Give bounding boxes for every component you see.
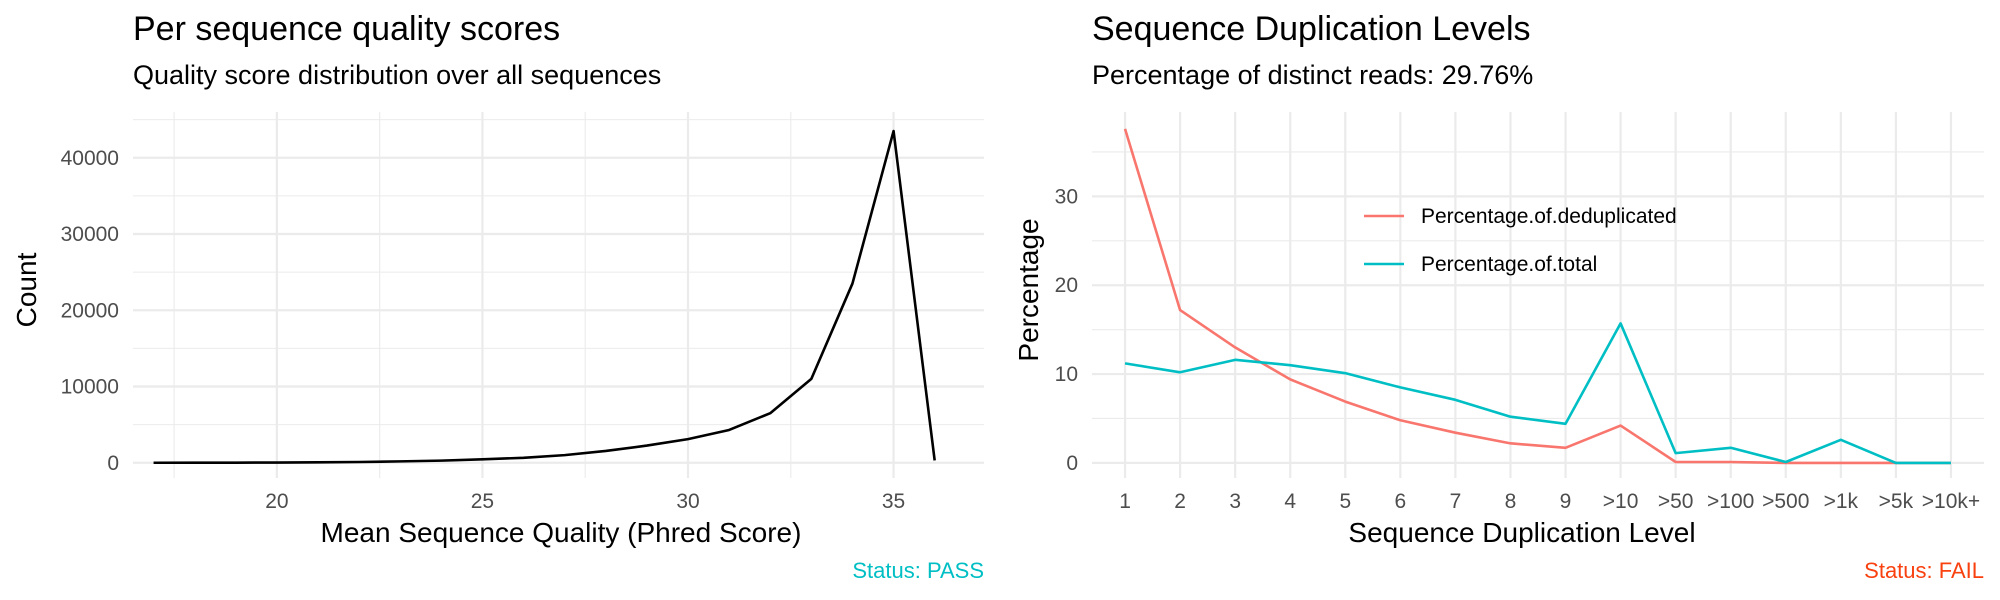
x-tick-label: 35 bbox=[882, 490, 905, 513]
x-tick-label: 25 bbox=[471, 490, 494, 513]
x-tick-label: >500 bbox=[1762, 490, 1809, 513]
y-tick-label: 10 bbox=[1055, 363, 1078, 386]
x-tick-label: 20 bbox=[265, 490, 288, 513]
series-line-percentage-of-total bbox=[1124, 322, 1951, 465]
y-tick-label: 10000 bbox=[61, 376, 119, 399]
x-axis-title: Sequence Duplication Level bbox=[1348, 517, 1695, 548]
plot-area: 0 10000 20000 30000 40000 20 25 30 35 bbox=[61, 112, 984, 513]
y-tick-label: 20000 bbox=[61, 299, 119, 322]
chart-title: Sequence Duplication Levels bbox=[1092, 10, 1531, 48]
legend: Percentage.of.deduplicated Percentage.of.… bbox=[1364, 205, 1677, 276]
x-tick-label: >10 bbox=[1603, 490, 1639, 513]
status-label: Status: FAIL bbox=[1864, 558, 1984, 583]
chart-subtitle: Quality score distribution over all sequ… bbox=[133, 60, 661, 90]
quality-scores-panel: Per sequence quality scores Quality scor… bbox=[11, 10, 984, 583]
x-tick-label: >10k+ bbox=[1922, 490, 1980, 513]
x-tick-label: 6 bbox=[1395, 490, 1407, 513]
x-tick-label: 1 bbox=[1119, 490, 1131, 513]
x-tick-label: 4 bbox=[1284, 490, 1296, 513]
x-tick-label: >50 bbox=[1658, 490, 1694, 513]
x-tick-label: 3 bbox=[1229, 490, 1241, 513]
y-tick-label: 20 bbox=[1055, 274, 1078, 297]
plot-area: 0 10 20 30 1 2 3 4 5 6 7 8 9 >10 >50 >100 >500 >1k >5k >10k… bbox=[1055, 112, 1984, 513]
x-tick-label: 30 bbox=[676, 490, 699, 513]
x-tick-label: 9 bbox=[1560, 490, 1572, 513]
series-line-percentage-of-deduplicated bbox=[1123, 128, 1951, 465]
y-tick-label: 40000 bbox=[61, 147, 119, 170]
status-label: Status: PASS bbox=[852, 558, 984, 583]
series-line bbox=[153, 129, 936, 465]
y-tick-label: 30 bbox=[1055, 185, 1078, 208]
y-tick-label: 30000 bbox=[61, 223, 119, 246]
x-tick-label: >100 bbox=[1707, 490, 1754, 513]
y-tick-label: 0 bbox=[1066, 452, 1078, 475]
x-axis-title: Mean Sequence Quality (Phred Score) bbox=[321, 517, 802, 548]
x-tick-label: >5k bbox=[1879, 490, 1914, 513]
x-tick-label: 5 bbox=[1339, 490, 1351, 513]
legend-label: Percentage.of.total bbox=[1421, 253, 1597, 276]
x-tick-label: 8 bbox=[1505, 490, 1517, 513]
x-tick-label: 7 bbox=[1450, 490, 1462, 513]
legend-label: Percentage.of.deduplicated bbox=[1421, 205, 1677, 228]
y-axis-title: Count bbox=[11, 252, 42, 327]
chart-title: Per sequence quality scores bbox=[133, 10, 560, 48]
x-tick-label: >1k bbox=[1824, 490, 1859, 513]
x-tick-label: 2 bbox=[1174, 490, 1186, 513]
chart-subtitle: Percentage of distinct reads: 29.76% bbox=[1092, 60, 1533, 90]
y-tick-label: 0 bbox=[107, 452, 119, 475]
duplication-levels-panel: Sequence Duplication Levels Percentage o… bbox=[1013, 10, 1984, 583]
y-axis-title: Percentage bbox=[1013, 218, 1044, 361]
